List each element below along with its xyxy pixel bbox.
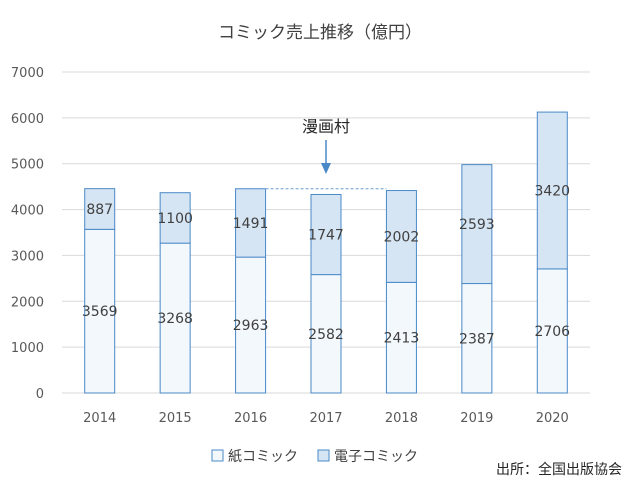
bar-paper-2018 (385, 281, 417, 394)
y-axis-ticks: 0 1000 2000 3000 4000 5000 6000 7000 (11, 66, 44, 402)
legend-label-paper: 紙コミック (228, 449, 298, 465)
chart-title: コミック売上推移（億円） (218, 23, 422, 43)
data-labels: 3569 887 3268 1100 2963 1491 2582 1747 2413 2002 2… (82, 183, 570, 347)
bar-digital-2018 (385, 190, 417, 283)
legend-swatch-paper (211, 449, 224, 462)
x-axis-ticks: 2014 2015 2016 2017 2018 2019 2020 (83, 411, 569, 426)
bars (84, 111, 568, 394)
y-tick-label-6000: 6000 (11, 112, 44, 127)
bar-digital-2016 (235, 188, 267, 258)
data-label-paper-2017: 2582 (308, 327, 344, 343)
annotation-label: 漫画村 (302, 117, 350, 136)
y-tick-label-2000: 2000 (11, 295, 44, 310)
data-label-paper-2015: 3268 (157, 311, 193, 327)
data-label-digital-2016: 1491 (233, 216, 269, 232)
bar-digital-2014 (84, 188, 116, 230)
y-tick-label-7000: 7000 (11, 66, 44, 81)
bar-paper-2019 (461, 283, 493, 394)
data-label-paper-2020: 2706 (534, 324, 570, 340)
annotation: 漫画村 (265, 117, 387, 190)
data-label-digital-2018: 2002 (384, 229, 420, 245)
annotation-arrow-head (321, 163, 331, 174)
legend: 紙コミック 電子コミック (211, 449, 418, 465)
bar-digital-2015 (159, 192, 191, 244)
x-tick-label-2019: 2019 (460, 411, 493, 426)
y-tick-label-0: 0 (36, 387, 44, 402)
bar-digital-2019 (461, 164, 493, 285)
bar-paper-2016 (235, 256, 267, 394)
legend-label-digital: 電子コミック (334, 449, 418, 465)
x-tick-label-2018: 2018 (385, 411, 418, 426)
x-tick-label-2014: 2014 (83, 411, 116, 426)
data-label-digital-2020: 3420 (534, 183, 570, 199)
x-tick-label-2017: 2017 (309, 411, 342, 426)
data-label-digital-2014: 887 (86, 202, 113, 218)
x-tick-label-2015: 2015 (159, 411, 192, 426)
data-label-digital-2015: 1100 (157, 211, 193, 227)
data-label-paper-2014: 3569 (82, 304, 118, 320)
bar-paper-2020 (536, 268, 568, 394)
x-tick-label-2020: 2020 (536, 411, 569, 426)
y-tick-label-1000: 1000 (11, 341, 44, 356)
source-note: 出所：全国出版協会 (496, 461, 622, 478)
data-label-paper-2016: 2963 (233, 318, 269, 334)
data-label-digital-2017: 1747 (308, 228, 344, 244)
data-label-paper-2018: 2413 (384, 331, 420, 347)
bar-digital-2020 (536, 111, 568, 270)
bar-digital-2017 (310, 193, 342, 276)
data-label-digital-2019: 2593 (459, 217, 495, 233)
x-tick-label-2016: 2016 (234, 411, 267, 426)
y-tick-label-5000: 5000 (11, 158, 44, 173)
legend-swatch-digital (317, 449, 330, 462)
y-tick-label-4000: 4000 (11, 204, 44, 219)
bar-paper-2015 (159, 242, 191, 394)
y-tick-label-3000: 3000 (11, 249, 44, 264)
data-label-paper-2019: 2387 (459, 331, 495, 347)
bar-paper-2014 (84, 228, 116, 394)
